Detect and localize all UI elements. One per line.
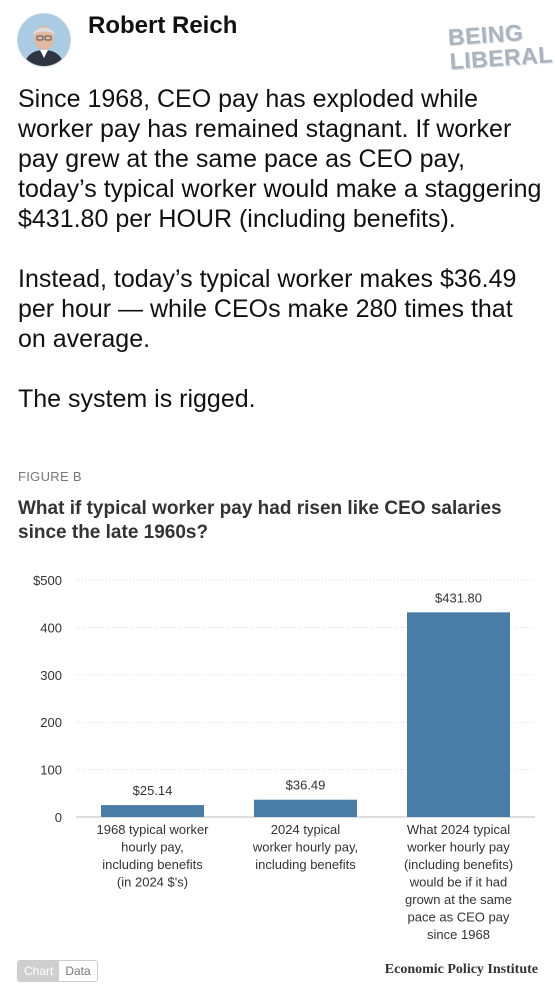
y-tick-label: 100 xyxy=(40,763,62,778)
post-paragraph: The system is rigged. xyxy=(18,385,256,413)
watermark-line-2: LIBERAL xyxy=(448,41,554,75)
x-tick-label: What 2024 typical xyxy=(407,822,510,837)
y-tick-label: 200 xyxy=(40,715,62,730)
x-tick-label: including benefits xyxy=(102,857,203,872)
x-tick-label: since 1968 xyxy=(427,927,490,942)
chart-data-toggle: Chart Data xyxy=(17,960,98,982)
x-tick-label: worker hourly pay xyxy=(406,840,510,855)
bar xyxy=(101,805,204,817)
tab-data[interactable]: Data xyxy=(59,961,97,981)
tab-chart[interactable]: Chart xyxy=(18,961,60,981)
bar xyxy=(254,799,357,817)
bar-chart: 0 100 200 300 400 $500 $25.14 1968 typical work… xyxy=(33,573,535,942)
post-paragraph: Since 1968, CEO pay has exploded while w… xyxy=(18,85,542,233)
x-tick-label: pace as CEO pay xyxy=(408,910,510,925)
x-tick-label: would be if it had xyxy=(409,875,508,890)
x-tick-label: including benefits xyxy=(255,857,356,872)
data-label: $25.14 xyxy=(133,783,173,798)
y-tick-label: $500 xyxy=(33,573,62,588)
post-paragraph: Instead, today’s typical worker makes $3… xyxy=(18,265,517,353)
source-credit: Economic Policy Institute xyxy=(384,962,538,977)
chart-title: What if typical worker pay had risen lik… xyxy=(18,498,502,543)
x-tick-label: (including benefits) xyxy=(404,857,513,872)
author-name[interactable]: Robert Reich xyxy=(88,12,238,39)
y-tick-label: 0 xyxy=(55,810,62,825)
y-tick-label: 400 xyxy=(40,620,62,635)
x-tick-label: worker hourly pay, xyxy=(252,840,358,855)
y-tick-label: 300 xyxy=(40,668,62,683)
x-tick-label: 1968 typical worker xyxy=(97,822,210,837)
x-tick-label: hourly pay, xyxy=(121,840,184,855)
avatar-image xyxy=(18,14,70,66)
figure-label: FIGURE B xyxy=(18,469,82,484)
watermark-logo: BEING LIBERAL xyxy=(447,19,554,82)
x-tick-label: grown at the same xyxy=(405,892,512,907)
x-tick-label: 2024 typical xyxy=(271,822,340,837)
x-tick-label: (in 2024 $'s) xyxy=(117,875,188,890)
data-label: $36.49 xyxy=(286,778,326,793)
bar xyxy=(407,612,510,817)
post-header: Robert Reich xyxy=(16,12,539,72)
data-label: $431.80 xyxy=(435,590,482,605)
post-body: Since 1968, CEO pay has exploded while w… xyxy=(18,84,543,414)
avatar[interactable] xyxy=(18,14,70,66)
